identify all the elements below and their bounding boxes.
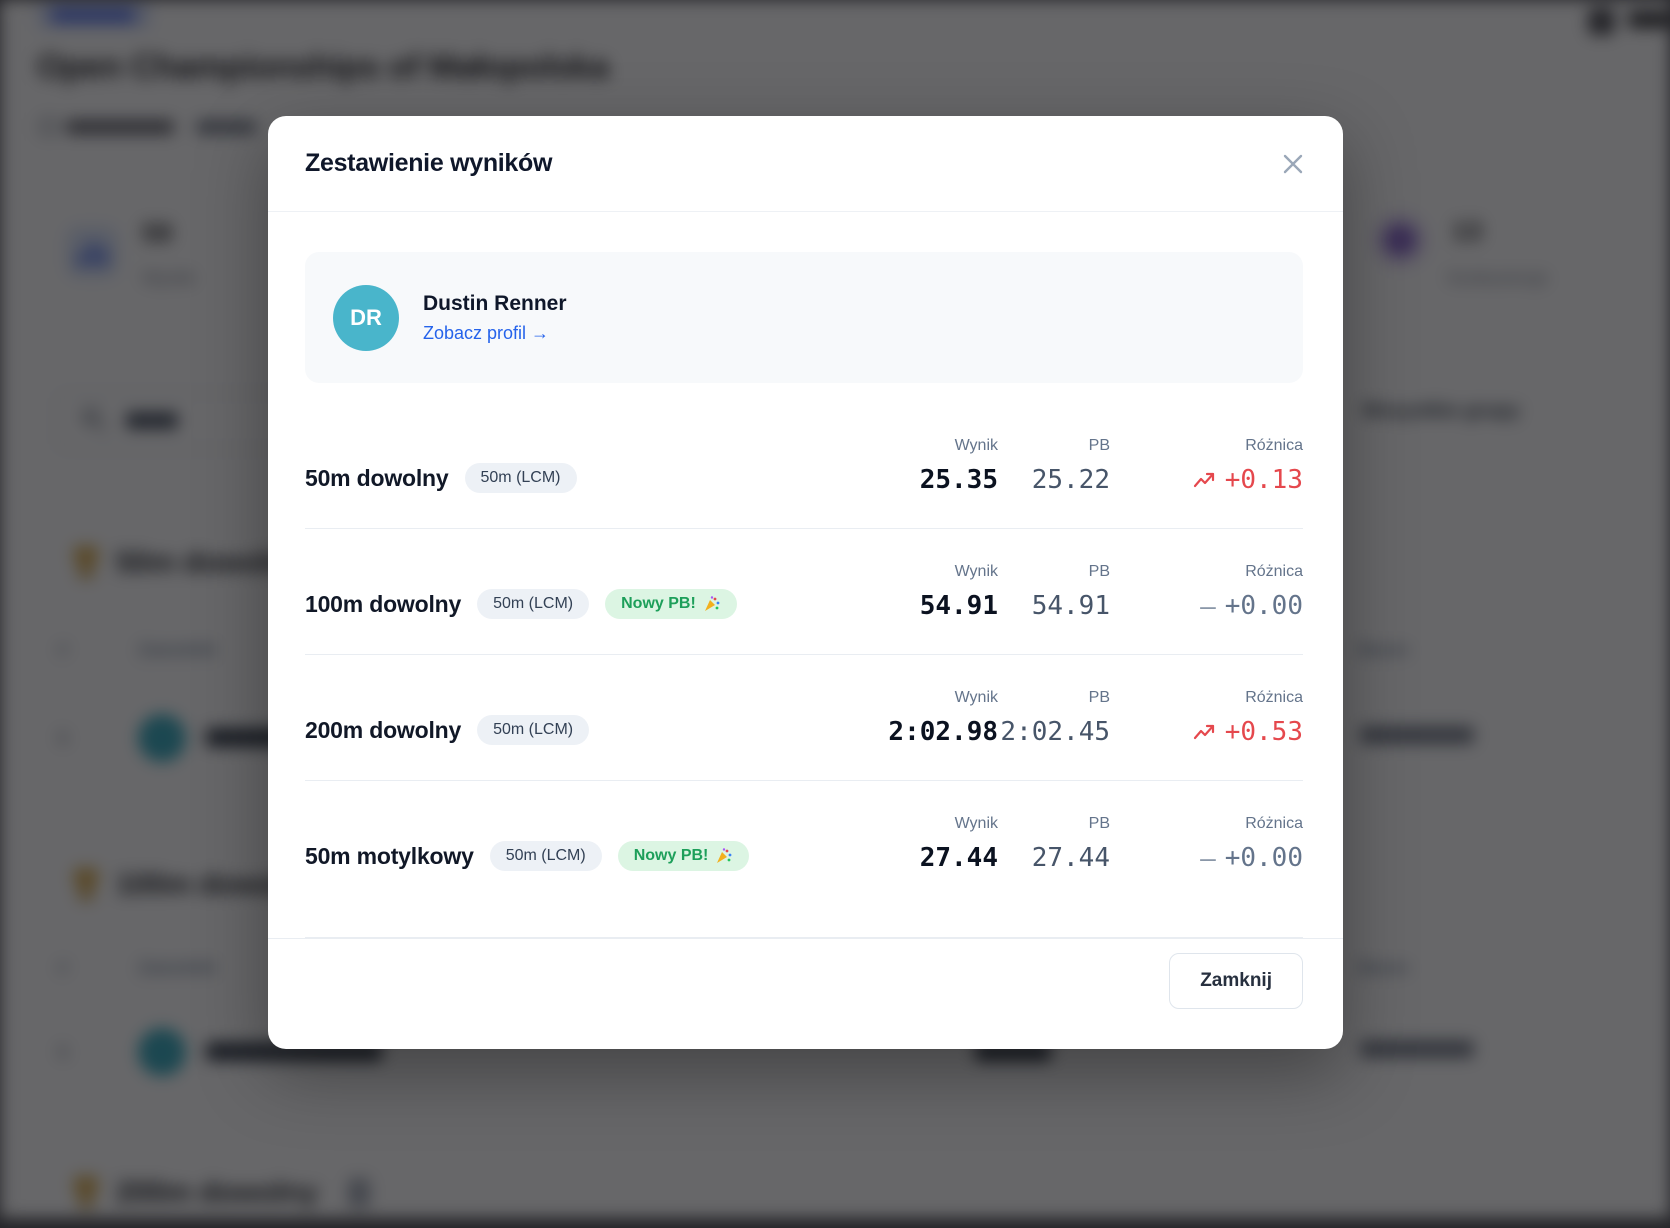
pb-column-label: PB <box>1088 437 1110 454</box>
result-value: 25.35 <box>919 465 998 495</box>
event-name: 200m dowolny <box>305 716 462 743</box>
pb-value: 27.44 <box>1031 843 1110 873</box>
result-column-label: Wynik <box>954 563 998 580</box>
result-rows: 50m dowolny 50m (LCM) Wynik 25.35 PB 25.… <box>305 403 1303 938</box>
new-pb-label: Nowy PB! <box>633 847 709 864</box>
new-pb-label: Nowy PB! <box>621 595 696 612</box>
result-row: 50m motylkowy 50m (LCM) Nowy PB! <box>305 781 1303 938</box>
result-column-label: Wynik <box>954 437 998 454</box>
result-column-label: Wynik <box>954 815 998 832</box>
pb-value: 25.22 <box>1031 465 1110 495</box>
diff-value: +0.00 <box>1224 591 1303 621</box>
results-summary-modal: Zestawienie wyników DR Dustin Renner Zob… <box>268 116 1343 1049</box>
diff-column-label: Różnica <box>1245 815 1303 832</box>
diff-column-label: Różnica <box>1245 563 1303 580</box>
pb-column-label: PB <box>1088 689 1110 706</box>
party-popper-icon <box>704 596 720 611</box>
no-change-icon: — <box>1200 591 1216 622</box>
pb-value: 54.91 <box>1031 591 1110 621</box>
result-row: 50m dowolny 50m (LCM) Wynik 25.35 PB 25.… <box>305 403 1303 529</box>
diff-column-label: Różnica <box>1245 437 1303 454</box>
diff-value: +0.53 <box>1224 717 1303 747</box>
athlete-card: DR Dustin Renner Zobacz profil → <box>305 252 1303 383</box>
pool-badge: 50m (LCM) <box>464 463 577 493</box>
modal-header: Zestawienie wyników <box>268 116 1343 212</box>
modal-footer: Zamknij <box>268 938 1343 1049</box>
no-change-icon: — <box>1200 843 1216 874</box>
pb-value: 2:02.45 <box>1000 717 1110 747</box>
result-column-label: Wynik <box>954 689 998 706</box>
diff-column-label: Różnica <box>1245 689 1303 706</box>
profile-link[interactable]: Zobacz profil → <box>423 322 550 343</box>
party-popper-icon <box>717 848 732 863</box>
pool-badge: 50m (LCM) <box>489 841 602 871</box>
event-name: 100m dowolny <box>305 590 462 617</box>
pb-column-label: PB <box>1088 563 1110 580</box>
result-row: 100m dowolny 50m (LCM) Nowy PB! <box>305 529 1303 655</box>
result-value: 54.91 <box>919 591 998 621</box>
modal-body: DR Dustin Renner Zobacz profil → 50m dow… <box>268 212 1343 938</box>
trending-up-icon <box>1193 724 1214 739</box>
diff-value: +0.13 <box>1224 465 1303 495</box>
modal-title: Zestawienie wyników <box>305 149 553 177</box>
result-value: 27.44 <box>919 843 998 873</box>
trending-up-icon <box>1193 472 1214 487</box>
pb-column-label: PB <box>1088 815 1110 832</box>
new-pb-badge: Nowy PB! <box>605 589 737 619</box>
event-name: 50m dowolny <box>305 464 449 491</box>
pool-badge: 50m (LCM) <box>477 715 590 745</box>
athlete-name: Dustin Renner <box>423 291 567 315</box>
result-row: 200m dowolny 50m (LCM) Wynik 2:02.98 PB … <box>305 655 1303 781</box>
close-modal-button[interactable]: Zamknij <box>1169 953 1303 1009</box>
event-name: 50m motylkowy <box>305 842 474 869</box>
new-pb-badge: Nowy PB! <box>617 841 750 871</box>
close-button[interactable] <box>1275 146 1311 182</box>
avatar: DR <box>333 284 399 351</box>
result-value: 2:02.98 <box>888 717 998 747</box>
pool-badge: 50m (LCM) <box>477 589 590 619</box>
diff-value: +0.00 <box>1224 843 1303 873</box>
close-icon <box>1283 154 1303 174</box>
